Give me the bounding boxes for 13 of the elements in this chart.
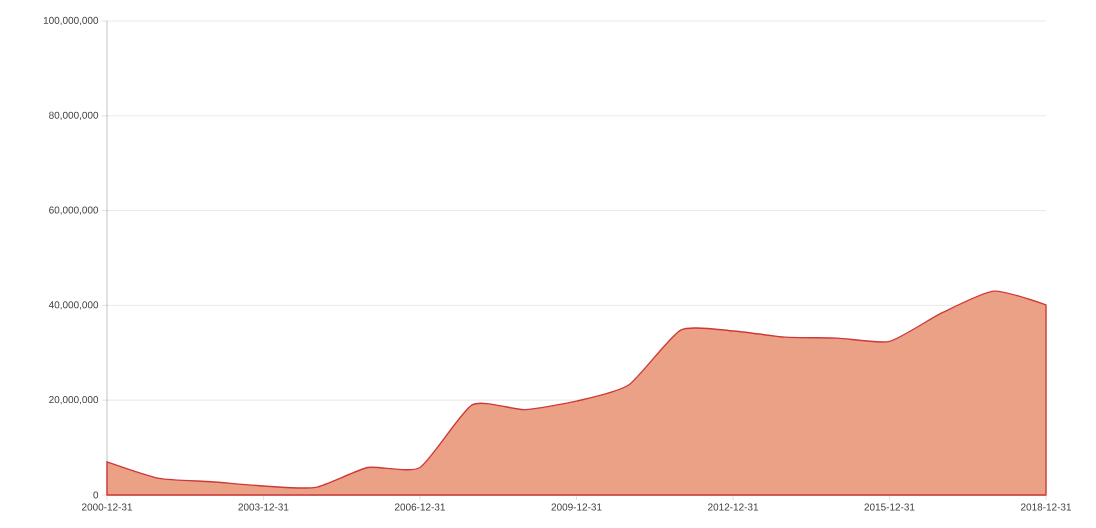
y-tick-label: 0 <box>93 491 99 499</box>
y-tick-label: 80,000,000 <box>49 111 99 120</box>
y-tick-label: 100,000,000 <box>43 16 99 26</box>
y-tick-label: 60,000,000 <box>49 206 99 215</box>
y-tick-label: 20,000,000 <box>49 396 99 405</box>
x-tick-label: 2018-12-31 <box>1021 503 1071 511</box>
x-tick-label: 2015-12-31 <box>864 503 915 511</box>
x-tick-label: 2006-12-31 <box>394 503 445 511</box>
y-tick-label: 40,000,000 <box>48 301 99 310</box>
x-tick-label: 2009-12-31 <box>551 503 602 511</box>
x-tick-label: 2000-12-31 <box>82 503 132 511</box>
x-tick-label: 2003-12-31 <box>238 503 289 511</box>
x-tick-label: 2012-12-31 <box>708 503 759 511</box>
